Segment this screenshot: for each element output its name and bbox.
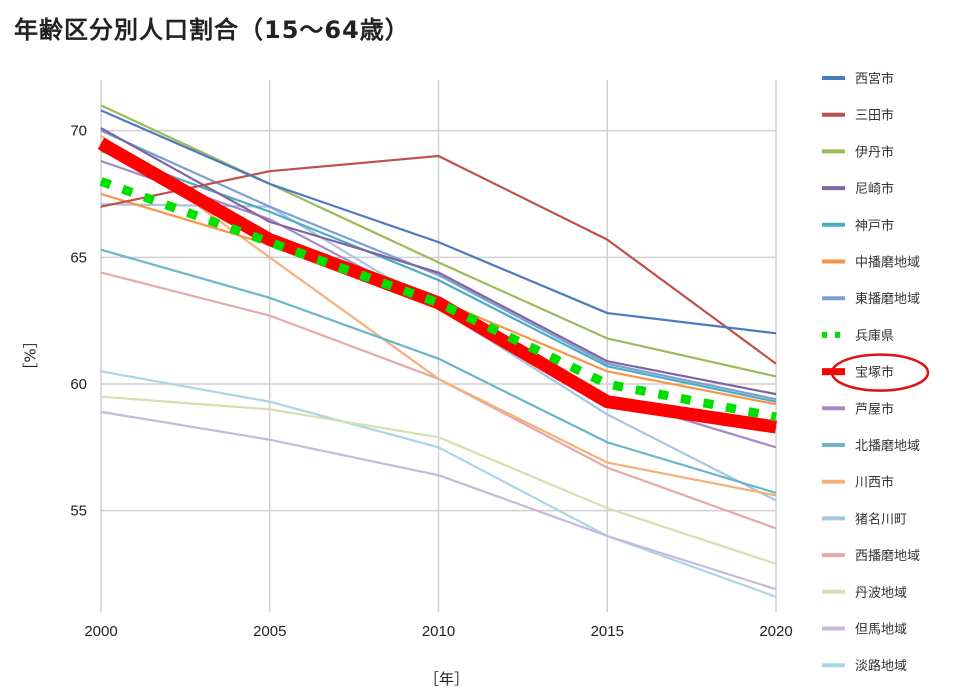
x-tick-label: 2010 [422,623,455,640]
series-line-11 [100,248,777,494]
y-tick-label: 65 [70,249,87,266]
x-axis-label: ［年］ [424,670,470,688]
highlight-ellipse [830,353,930,392]
x-tick-label: 2005 [253,623,286,640]
legend-label: 淡路地域 [855,658,907,674]
legend-label: 伊丹市 [855,144,894,160]
legend-label: 中播磨地域 [855,256,920,271]
legend-label: 但馬地域 [855,623,907,638]
y-tick-label: 55 [70,503,87,520]
series-line-12 [100,134,777,497]
series-line-3 [100,104,777,378]
legend-label: 神戸市 [855,218,894,234]
x-tick-label: 2020 [759,623,792,640]
series-line-2 [100,154,777,365]
x-tick-label: 2015 [591,623,624,640]
legend-label: 丹波地域 [855,586,907,601]
legend-label: 猪名川町 [855,511,907,527]
chart-title: 年齢区分別人口割合（15〜64歳） [14,16,410,44]
series-line-7 [100,129,777,401]
series-line-15 [100,395,777,565]
y-tick-label: 60 [70,376,87,393]
legend-label: 川西市 [855,475,894,491]
legend-label: 北播磨地域 [855,439,920,454]
legend-label: 東播磨地域 [855,291,920,307]
series-line-16 [100,410,777,591]
series-line-17 [100,370,777,598]
series-line-8 [99,177,777,422]
legend-label: 西播磨地域 [855,549,920,564]
series-line-4 [100,127,777,396]
legend-label: 宝塚市 [855,365,894,381]
legend-label: 尼崎市 [855,181,894,197]
legend-label: 芦屋市 [855,401,894,417]
x-tick-label: 2000 [84,623,117,640]
y-tick-label: 70 [70,123,87,140]
legend-label: 西宮市 [855,71,894,87]
series-line-1 [100,109,777,335]
legend-label: 兵庫県 [855,329,894,344]
series-line-9 [97,137,777,434]
legend-label: 三田市 [855,108,894,124]
